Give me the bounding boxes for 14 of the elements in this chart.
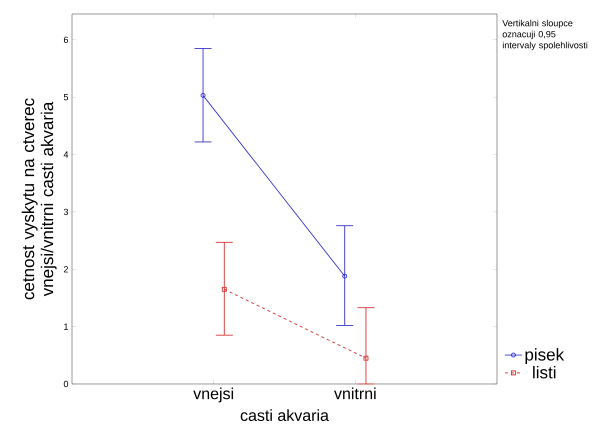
x-axis-title: casti akvaria xyxy=(240,409,329,422)
legend-label: listi xyxy=(533,366,556,378)
y-tick-label: 2 xyxy=(64,266,68,272)
y-tick-label: 6 xyxy=(64,36,68,43)
y-tick-label: 4 xyxy=(64,151,68,158)
text: Vertikalni sloupce oznacuji 0,95 intervaly spolehlivosti xyxy=(502,20,588,50)
y-tick-label: 3 xyxy=(64,208,68,216)
x-tick-label: vnejsi xyxy=(193,388,234,402)
legend-label: pisek xyxy=(526,348,564,364)
y-axis-title: cetnost vyskytu na ctverec vnejsi/vnitrni casti akvaria xyxy=(22,98,57,300)
x-tick-label: vnitrni xyxy=(334,388,376,400)
y-tick-label: 0 xyxy=(64,380,68,388)
y-tick-label: 5 xyxy=(64,94,68,100)
y-tick-label: 1 xyxy=(64,324,68,330)
